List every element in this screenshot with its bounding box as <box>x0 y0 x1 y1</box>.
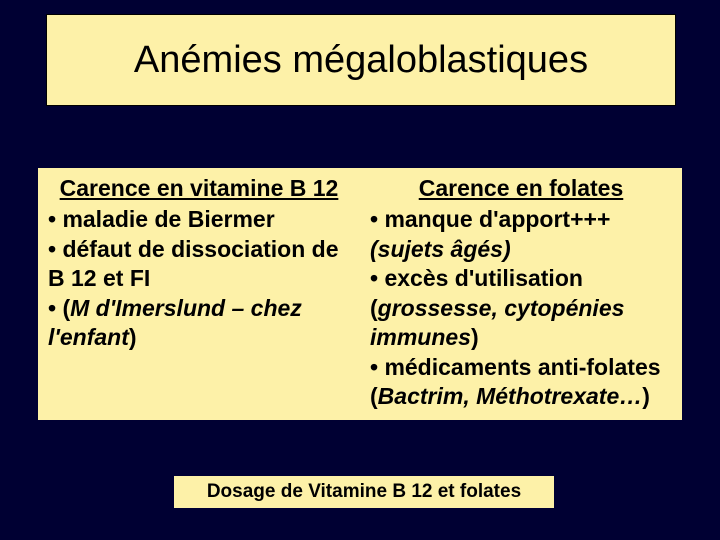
left-line-3: • (M d'Imerslund – chez l'enfant) <box>48 294 350 353</box>
right-heading: Carence en folates <box>370 174 672 203</box>
left-column: Carence en vitamine B 12 • maladie de Bi… <box>38 168 360 420</box>
left-l3-italic: M d'Imerslund – chez l'enfant <box>48 295 302 350</box>
footer-box: Dosage de Vitamine B 12 et folates <box>174 476 554 508</box>
right-l4-italic: grossesse, cytopénies immunes <box>370 295 624 350</box>
right-line-6: (Bactrim, Méthotrexate…) <box>370 382 672 411</box>
right-l4-close: ) <box>471 324 479 350</box>
footer-text: Dosage de Vitamine B 12 et folates <box>207 481 521 503</box>
right-line-2: (sujets âgés) <box>370 235 672 264</box>
right-l4-open: ( <box>370 295 378 321</box>
right-line-3: • excès d'utilisation <box>370 264 672 293</box>
right-l6-open: ( <box>370 383 378 409</box>
left-line-1: • maladie de Biermer <box>48 205 350 234</box>
left-l3-open: • ( <box>48 295 70 321</box>
right-line-1: • manque d'apport+++ <box>370 205 672 234</box>
right-l6-italic: Bactrim, Méthotrexate… <box>378 383 643 409</box>
left-line-2: • défaut de dissociation de B 12 et FI <box>48 235 350 294</box>
right-line-5: • médicaments anti-folates <box>370 353 672 382</box>
title-box: Anémies mégaloblastiques <box>46 14 676 106</box>
slide-title: Anémies mégaloblastiques <box>134 39 588 82</box>
left-l3-close: ) <box>129 324 137 350</box>
right-l6-close: ) <box>642 383 650 409</box>
content-columns: Carence en vitamine B 12 • maladie de Bi… <box>38 168 682 420</box>
right-line-4: (grossesse, cytopénies immunes) <box>370 294 672 353</box>
right-column: Carence en folates • manque d'apport+++ … <box>360 168 682 420</box>
left-heading: Carence en vitamine B 12 <box>48 174 350 203</box>
